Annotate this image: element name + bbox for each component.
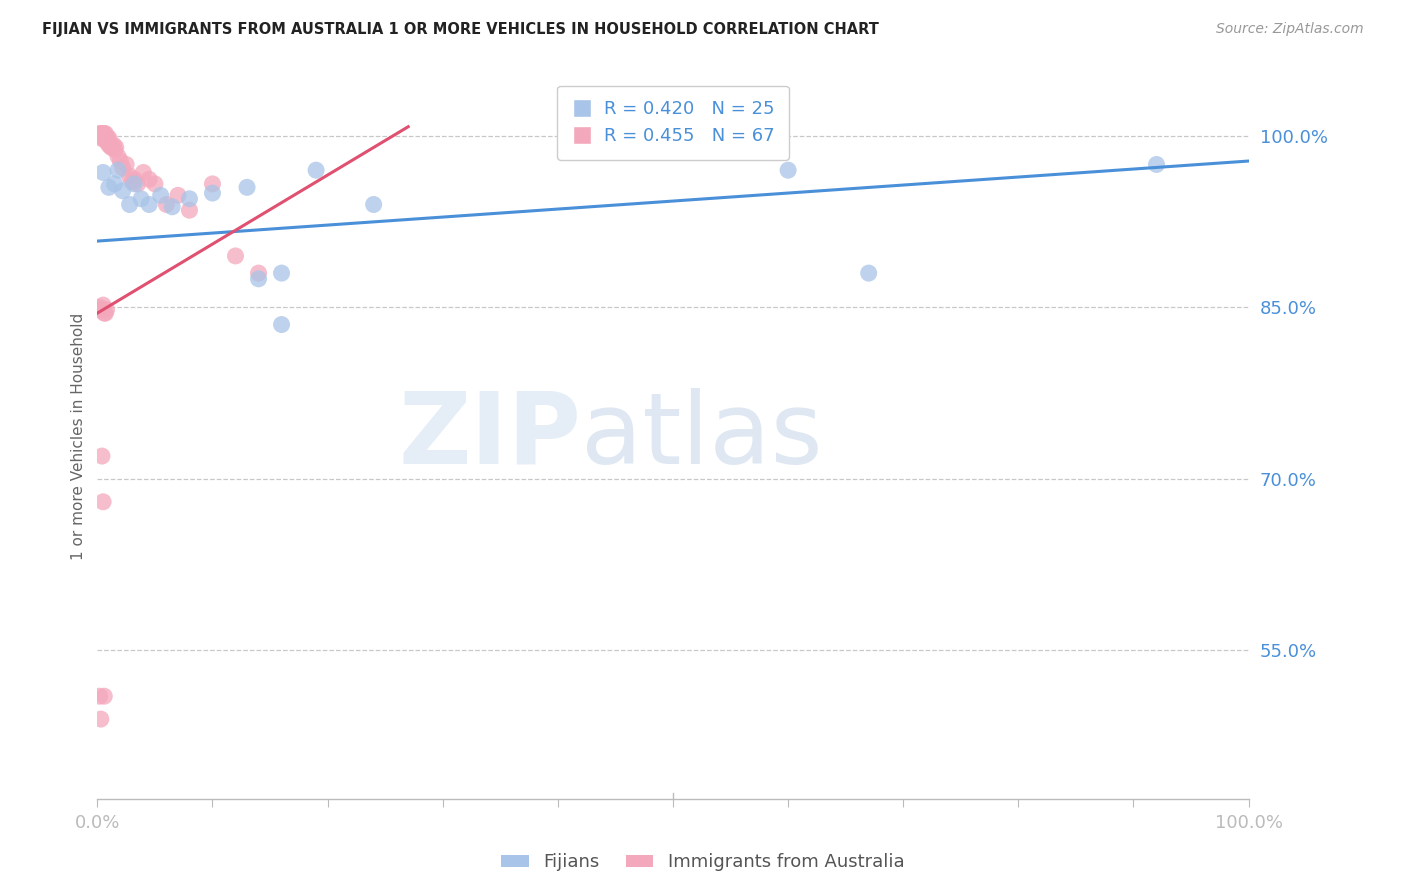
Point [179,203,201,218]
Point [143,177,166,191]
Point [149,188,172,202]
Text: Source: ZipAtlas.com: Source: ZipAtlas.com [1216,22,1364,37]
Point [111,161,134,175]
Point [93,306,115,320]
Point [167,188,190,202]
Y-axis label: 1 or more Vehicles in Household: 1 or more Vehicles in Household [72,312,86,559]
Legend: R = 0.420   N = 25, R = 0.455   N = 67: R = 0.420 N = 25, R = 0.455 N = 67 [557,86,789,160]
Point [97,131,120,145]
Point [247,272,270,286]
Point [201,186,224,200]
Point [91,495,114,509]
Point [93,127,115,141]
Point [96,131,118,145]
Point [90,712,112,726]
Point [1146,157,1168,171]
Point [778,163,800,178]
Point [97,138,120,153]
Point [96,302,118,317]
Point [90,127,112,141]
Point [224,249,246,263]
Point [138,172,160,186]
Point [155,197,177,211]
Legend: Fijians, Immigrants from Australia: Fijians, Immigrants from Australia [495,847,911,879]
Point [91,302,114,317]
Point [127,177,149,191]
Point [305,163,328,178]
Point [91,298,114,312]
Point [122,172,145,186]
Point [91,127,114,141]
Point [121,175,143,189]
Point [90,131,112,145]
Point [104,140,127,154]
Point [96,135,118,149]
Point [179,192,201,206]
Point [90,302,112,317]
Point [89,127,111,141]
Point [107,163,129,178]
Point [91,127,114,141]
Point [110,154,132,169]
Point [270,266,292,280]
Point [89,689,111,703]
Point [247,266,270,280]
Point [94,131,117,145]
Point [98,138,121,153]
Point [363,197,385,211]
Point [94,127,117,141]
Point [94,306,117,320]
Point [100,140,122,154]
Point [160,200,183,214]
Point [270,318,292,332]
Text: FIJIAN VS IMMIGRANTS FROM AUSTRALIA 1 OR MORE VEHICLES IN HOUSEHOLD CORRELATION : FIJIAN VS IMMIGRANTS FROM AUSTRALIA 1 OR… [42,22,879,37]
Text: ZIP: ZIP [398,387,581,484]
Point [93,131,115,145]
Point [858,266,880,280]
Point [118,169,141,183]
Point [129,192,152,206]
Point [138,197,160,211]
Point [236,180,259,194]
Point [104,177,127,191]
Point [104,143,127,157]
Point [118,197,141,211]
Point [91,131,114,145]
Point [111,184,134,198]
Point [201,177,224,191]
Point [103,138,125,153]
Point [132,165,155,179]
Point [115,157,138,171]
Point [97,131,120,145]
Point [97,180,120,194]
Point [107,149,129,163]
Point [91,165,114,179]
Point [91,449,114,463]
Text: atlas: atlas [581,387,823,484]
Point [89,301,111,315]
Point [122,177,145,191]
Point [101,140,124,154]
Point [93,689,115,703]
